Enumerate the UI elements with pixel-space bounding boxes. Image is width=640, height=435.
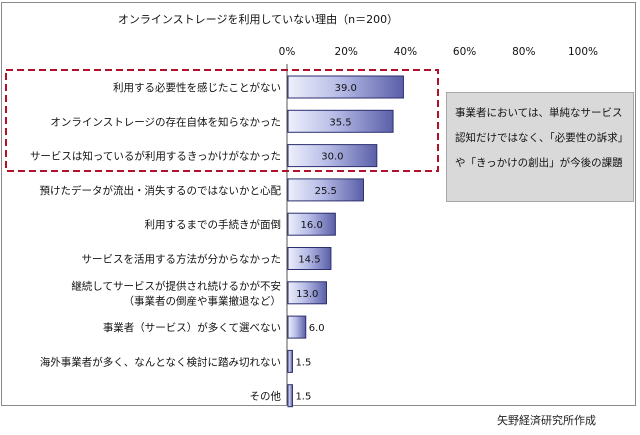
category-label: サービスを活用する方法が分からなかった bbox=[82, 253, 282, 266]
bar bbox=[287, 144, 378, 168]
category-label: 預けたデータが流出・消失するのではないかと心配 bbox=[40, 184, 282, 197]
data-label: 30.0 bbox=[321, 152, 343, 163]
x-tick-label: 60% bbox=[453, 46, 476, 58]
data-label: 13.0 bbox=[296, 289, 318, 300]
source-credit: 矢野経済研究所作成 bbox=[497, 414, 596, 427]
data-label: 1.5 bbox=[295, 392, 311, 403]
bar bbox=[287, 178, 364, 202]
x-tick-label: 80% bbox=[512, 46, 535, 58]
bar bbox=[287, 384, 293, 408]
data-label: 1.5 bbox=[295, 357, 311, 368]
data-label: 6.0 bbox=[309, 323, 325, 334]
bar bbox=[287, 247, 332, 270]
category-label: 利用するまでの手続きが面倒 bbox=[145, 218, 282, 231]
callout-note: 事業者においては、単純なサービス 認知だけではなく、「必要性の訴求」 や「きっか… bbox=[446, 92, 634, 202]
data-label: 16.0 bbox=[301, 220, 323, 231]
bar bbox=[287, 349, 293, 373]
data-label: 39.0 bbox=[335, 83, 357, 94]
category-label: 利用する必要性を感じたことがない bbox=[113, 81, 281, 94]
category-label: 継続してサービスが提供され続けるかが不安 bbox=[71, 279, 281, 292]
x-tick-label: 0% bbox=[279, 46, 296, 58]
bar bbox=[287, 281, 327, 305]
data-label: 35.5 bbox=[329, 117, 351, 128]
category-label: 海外事業者が多く、なんとなく検討に踏み切れない bbox=[40, 355, 281, 368]
category-label: オンラインストレージの存在自体を知らなかった bbox=[50, 115, 281, 128]
x-tick-label: 100% bbox=[568, 46, 598, 58]
data-label: 14.5 bbox=[298, 255, 320, 266]
x-tick-label: 40% bbox=[394, 46, 417, 58]
bar bbox=[287, 212, 336, 236]
category-label: その他 bbox=[250, 390, 282, 403]
callout-line: や「きっかけの創出」が今後の課題 bbox=[455, 157, 623, 169]
callout-line: 事業者においては、単純なサービス bbox=[455, 107, 623, 119]
category-label: （事業者の倒産や事業撤退など） bbox=[124, 294, 282, 307]
callout-line: 認知だけではなく、「必要性の訴求」 bbox=[455, 132, 629, 144]
highlight-box bbox=[5, 69, 439, 172]
bar bbox=[287, 75, 404, 99]
data-label: 25.5 bbox=[315, 186, 337, 197]
bar bbox=[287, 315, 307, 339]
category-label: 事業者（サービス）が多くて選べない bbox=[103, 321, 281, 334]
chart-title: オンラインストレージを利用していない理由（n＝200） bbox=[118, 12, 398, 26]
bar bbox=[287, 109, 394, 133]
x-tick-label: 20% bbox=[335, 46, 358, 58]
chart-frame bbox=[1, 2, 636, 406]
category-label: サービスは知っているが利用するきっかけがなかった bbox=[30, 150, 281, 163]
